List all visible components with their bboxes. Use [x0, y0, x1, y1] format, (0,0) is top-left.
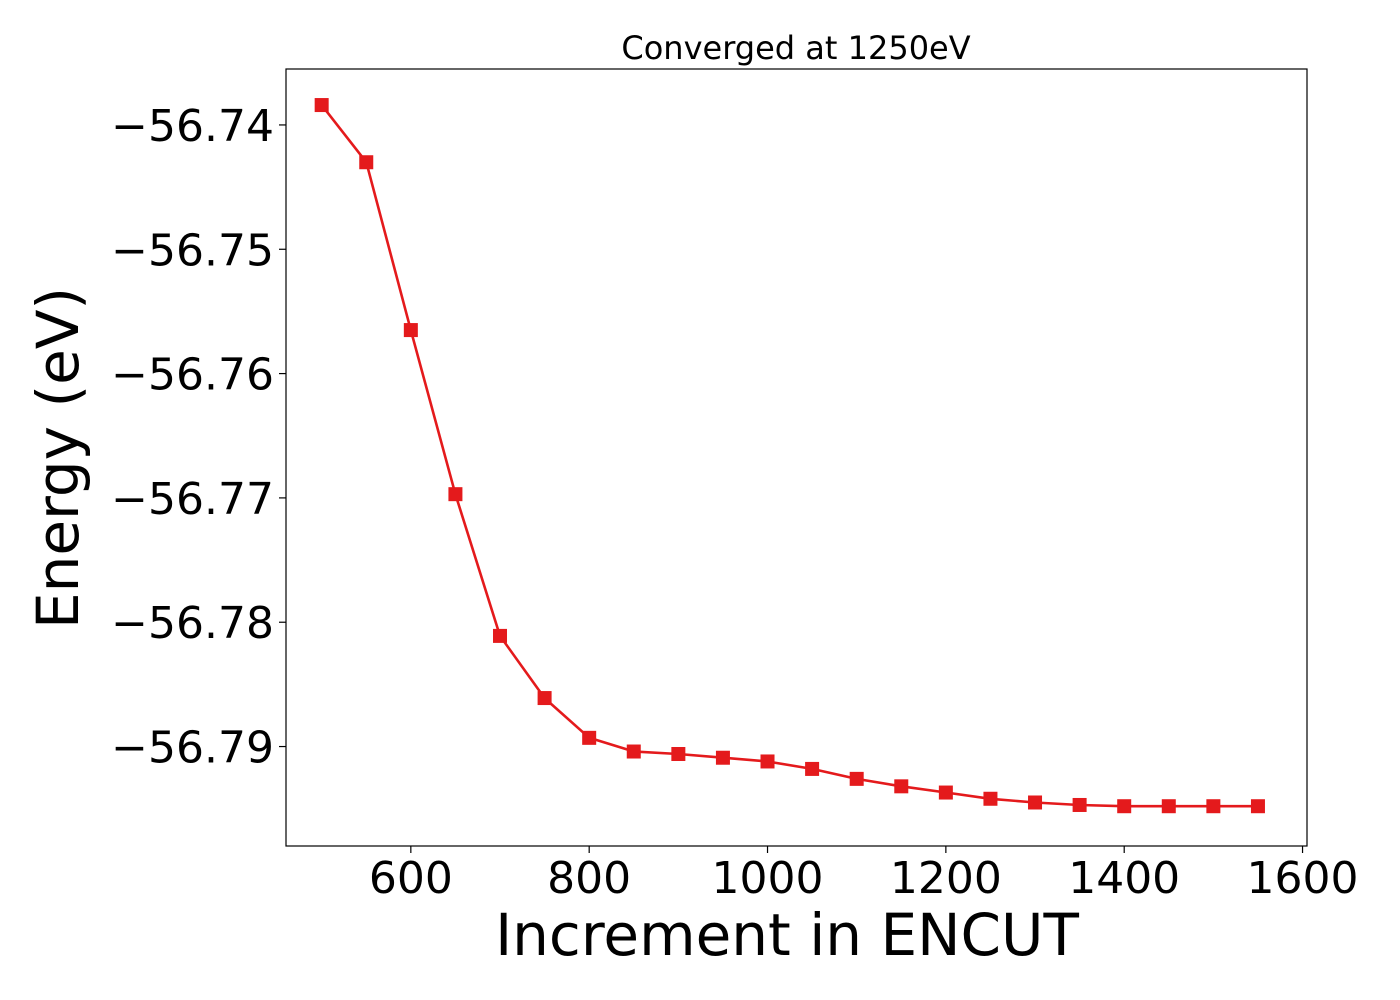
- data-point-marker: [582, 730, 597, 745]
- data-point-marker: [983, 791, 998, 806]
- data-point-marker: [1072, 797, 1087, 812]
- data-point-marker: [1028, 795, 1043, 810]
- data-point-marker: [359, 155, 374, 170]
- data-point-marker: [760, 754, 775, 769]
- y-tick-label: −56.74: [111, 101, 274, 152]
- y-axis-label: Energy (eV): [24, 287, 92, 629]
- x-axis-label: Increment in ENCUT: [495, 901, 1079, 969]
- y-tick-label: −56.79: [111, 723, 274, 774]
- data-point-marker: [938, 785, 953, 800]
- data-point-marker: [1206, 799, 1221, 814]
- plot-frame: [285, 68, 1308, 847]
- data-point-marker: [1161, 799, 1176, 814]
- x-tick-label: 1400: [1068, 853, 1180, 904]
- data-point-marker: [403, 323, 418, 338]
- data-point-marker: [448, 487, 463, 502]
- data-point-marker: [894, 779, 909, 794]
- data-point-marker: [314, 98, 329, 113]
- x-tick-label: 800: [547, 853, 631, 904]
- chart-title: Converged at 1250eV: [621, 29, 970, 67]
- y-tick-label: −56.77: [111, 474, 274, 525]
- data-point-marker: [805, 761, 820, 776]
- data-point-marker: [626, 744, 641, 759]
- x-tick-label: 1600: [1247, 853, 1359, 904]
- x-tick-label: 600: [369, 853, 453, 904]
- x-tick-label: 1200: [890, 853, 1002, 904]
- data-point-marker: [715, 750, 730, 765]
- plot-area: 600 800 1000 1200 1400 1600 −56.74 −56.75 −56.76…: [111, 68, 1359, 904]
- y-tick-label: −56.78: [111, 598, 274, 649]
- data-point-marker: [849, 771, 864, 786]
- data-point-marker: [537, 691, 552, 706]
- data-point-marker: [671, 747, 686, 762]
- data-point-marker: [493, 628, 508, 643]
- series-line: [320, 104, 1258, 808]
- data-point-marker: [1250, 799, 1265, 814]
- data-point-marker: [1117, 799, 1132, 814]
- y-tick-label: −56.76: [111, 350, 274, 401]
- y-tick-label: −56.75: [111, 225, 274, 276]
- x-tick-label: 1000: [712, 853, 824, 904]
